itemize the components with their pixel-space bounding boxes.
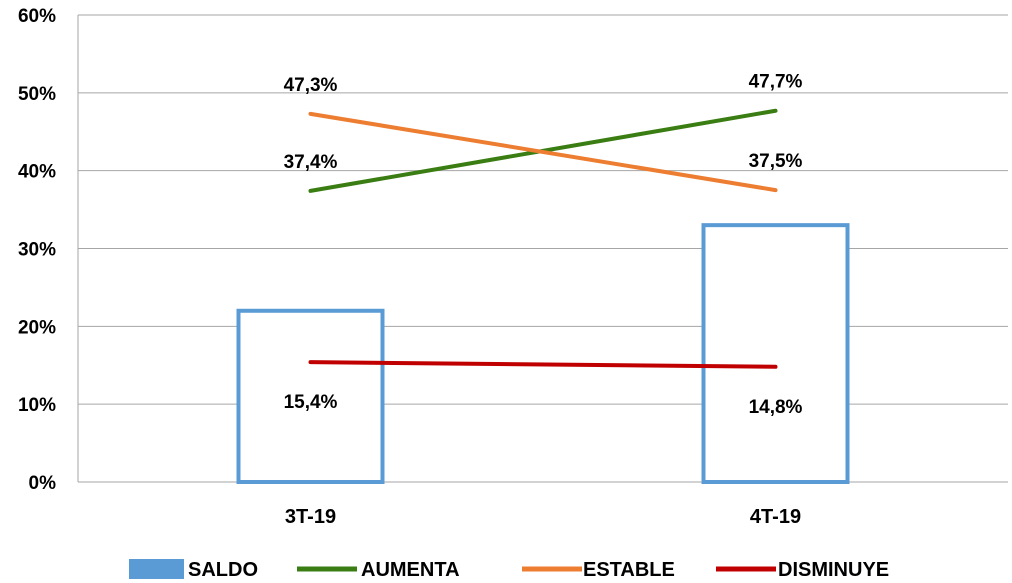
gridlines [77, 14, 1008, 483]
y-tick-label: 50% [18, 84, 56, 105]
legend-label-saldo: SALDO [188, 559, 258, 581]
line-disminuye [308, 360, 778, 369]
data-label-aumenta: 37,4% [284, 152, 338, 173]
legend-swatch-saldo [129, 559, 184, 579]
bar-saldo [701, 223, 850, 484]
bar-saldo [236, 308, 385, 484]
legend-label-disminuye: DISMINUYE [778, 559, 889, 581]
data-label-estable: 47,3% [284, 75, 338, 96]
legend-label-estable: ESTABLE [583, 559, 675, 581]
data-label-estable: 37,5% [749, 151, 803, 172]
x-category-label: 3T-19 [285, 506, 336, 528]
x-axis: 3T-19 4T-19 [285, 506, 801, 528]
data-label-aumenta: 47,7% [749, 72, 803, 93]
legend: SALDO AUMENTA ESTABLE DISMINUYE [129, 559, 889, 581]
data-label-disminuye: 15,4% [284, 392, 338, 413]
data-labels: 37,4% 47,7% 47,3% 37,5% 15,4% 14,8% [284, 72, 803, 418]
line-series [308, 108, 778, 369]
bar-series-saldo [236, 223, 850, 484]
y-tick-label: 10% [18, 395, 56, 416]
y-tick-label: 40% [18, 162, 56, 183]
line-estable [308, 111, 778, 193]
legend-label-aumenta: AUMENTA [361, 559, 460, 581]
y-tick-label: 60% [18, 6, 56, 27]
y-tick-label: 30% [18, 240, 56, 261]
x-category-label: 4T-19 [750, 506, 801, 528]
y-tick-label: 20% [18, 317, 56, 338]
y-tick-label: 0% [29, 473, 57, 494]
y-axis: 0% 10% 20% 30% 40% 50% 60% [18, 6, 56, 494]
data-label-disminuye: 14,8% [749, 397, 803, 418]
